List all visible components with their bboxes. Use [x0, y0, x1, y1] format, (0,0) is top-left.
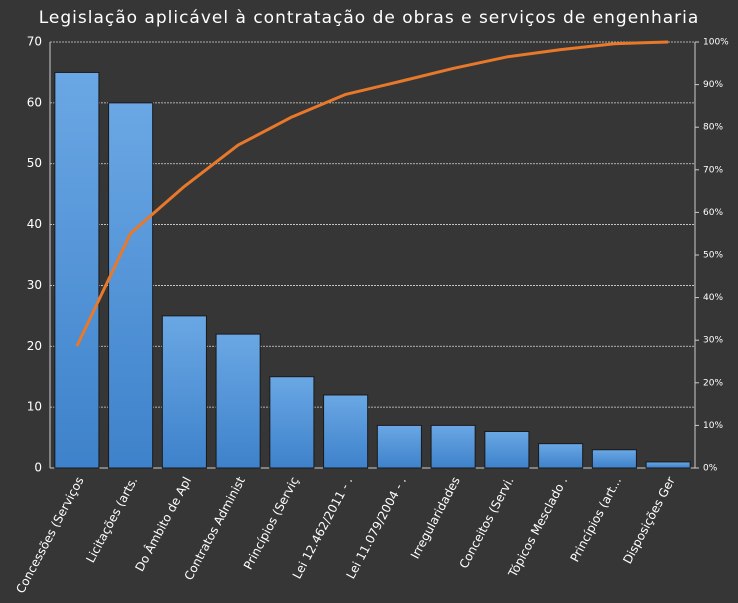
bar	[215, 333, 261, 469]
y-tick-label: 40	[27, 217, 42, 231]
y2-tick-label: 40%	[703, 293, 723, 303]
cumulative-line	[75, 40, 669, 347]
bar	[538, 443, 584, 469]
chart-title: Legislação aplicável à contratação de ob…	[39, 8, 700, 28]
y-tick-label: 30	[27, 278, 42, 292]
y2-tick-label: 0%	[703, 464, 718, 474]
y-tick-label: 50	[27, 156, 42, 170]
bar	[269, 376, 315, 469]
bar	[591, 449, 637, 469]
y2-tick-label: 100%	[703, 38, 729, 48]
bar	[323, 394, 369, 469]
bar	[484, 430, 530, 469]
y2-tick-label: 90%	[703, 80, 723, 90]
bar	[161, 315, 207, 469]
y2-tick-label: 80%	[703, 123, 723, 133]
y-tick-label: 60	[27, 95, 42, 109]
y2-tick-label: 20%	[703, 378, 723, 388]
bar	[54, 71, 100, 469]
bar	[430, 424, 476, 469]
bar	[645, 461, 691, 469]
y-tick-label: 0	[34, 461, 42, 475]
y2-tick-label: 70%	[703, 165, 723, 175]
y-tick-label: 10	[27, 400, 42, 414]
y-tick-label: 70	[27, 35, 42, 49]
y-tick-label: 20	[27, 339, 42, 353]
y2-tick-label: 50%	[703, 251, 723, 261]
y2-tick-label: 60%	[703, 208, 723, 218]
y2-tick-label: 30%	[703, 336, 723, 346]
bar	[376, 424, 422, 469]
bar	[108, 102, 154, 469]
y2-tick-label: 10%	[703, 421, 723, 431]
